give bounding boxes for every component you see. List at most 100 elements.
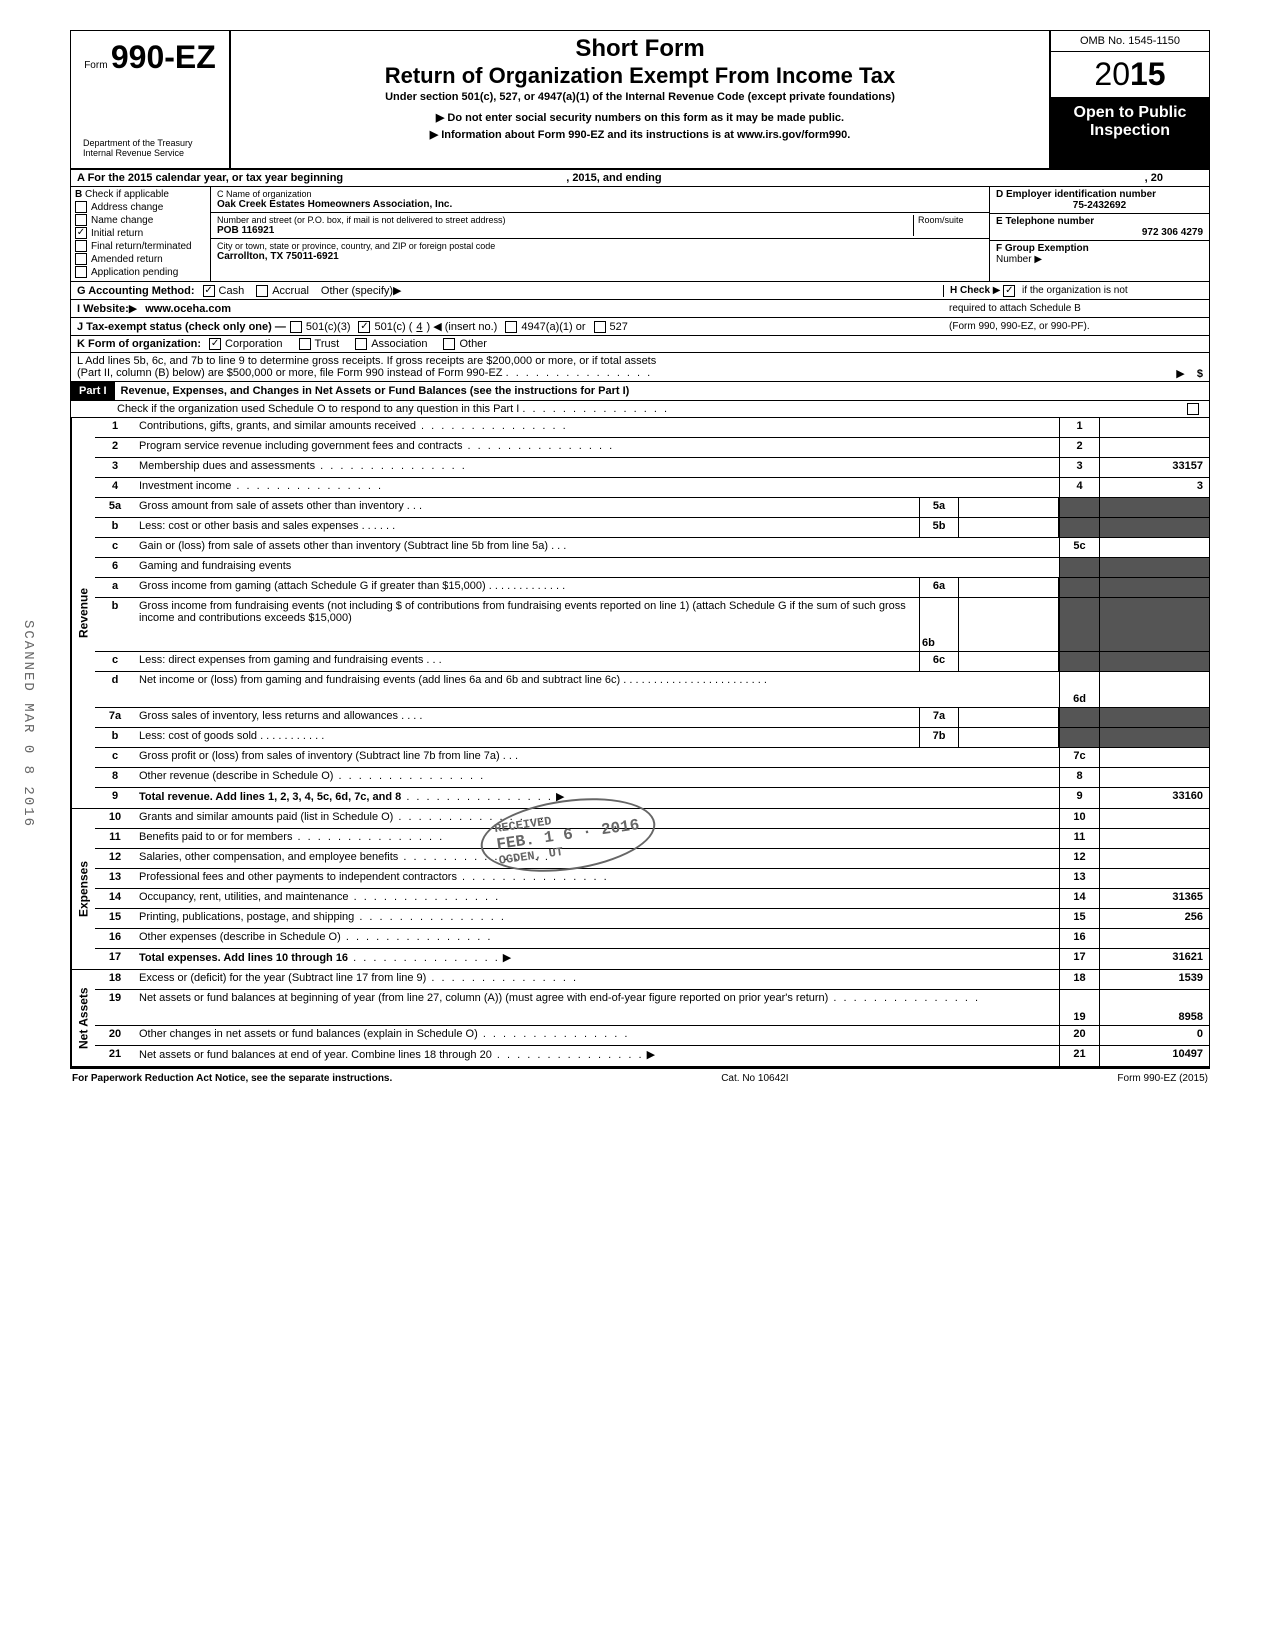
line-12-val: [1099, 849, 1209, 868]
l-text1: L Add lines 5b, 6c, and 7b to line 9 to …: [77, 355, 1203, 367]
h-text: if the organization is not: [1022, 285, 1128, 296]
line-19-num: 19: [95, 990, 135, 1025]
final-return-label: Final return/terminated: [91, 241, 192, 252]
line-5c-text: Gain or (loss) from sale of assets other…: [139, 540, 548, 552]
row-a-year: , 20: [1145, 172, 1163, 184]
line-7c-text: Gross profit or (loss) from sales of inv…: [139, 750, 500, 762]
checkbox-schedule-o[interactable]: [1187, 403, 1199, 415]
checkbox-cash[interactable]: ✓: [203, 285, 215, 297]
checkbox-trust[interactable]: [299, 338, 311, 350]
row-l: L Add lines 5b, 6c, and 7b to line 9 to …: [71, 353, 1209, 382]
i-label: I Website:: [77, 303, 129, 315]
checkbox-pending[interactable]: [75, 266, 87, 278]
line-20-box: 20: [1059, 1026, 1099, 1045]
checkbox-amended[interactable]: [75, 253, 87, 265]
cash-label: Cash: [219, 285, 245, 297]
info-link: Information about Form 990-EZ and its in…: [243, 128, 1037, 141]
part-i-badge: Part I: [71, 382, 115, 400]
line-10-text: Grants and similar amounts paid (list in…: [139, 811, 393, 823]
part-i-header-row: Part I Revenue, Expenses, and Changes in…: [71, 382, 1209, 401]
h-text3: (Form 990, 990-EZ, or 990-PF).: [949, 321, 1090, 332]
line-12-num: 12: [95, 849, 135, 868]
line-7b-text: Less: cost of goods sold: [139, 730, 257, 742]
line-5b-num: b: [95, 518, 135, 537]
line-6b-midval: [959, 598, 1059, 651]
line-1-num: 1: [95, 418, 135, 437]
line-17-text: Total expenses. Add lines 10 through 16: [139, 952, 348, 964]
line-19-box: 19: [1059, 990, 1099, 1025]
line-20-val: 0: [1099, 1026, 1209, 1045]
line-18-box: 18: [1059, 970, 1099, 989]
line-6a-num: a: [95, 578, 135, 597]
line-3-num: 3: [95, 458, 135, 477]
line-21-val: 10497: [1099, 1046, 1209, 1066]
line-6b-shadeval: [1099, 598, 1209, 651]
open-public-line2: Inspection: [1057, 122, 1203, 140]
g-label: G Accounting Method:: [77, 285, 195, 297]
line-11-box: 11: [1059, 829, 1099, 848]
checkbox-assoc[interactable]: [355, 338, 367, 350]
initial-return-label: Initial return: [91, 228, 143, 239]
line-18-text: Excess or (deficit) for the year (Subtra…: [139, 972, 426, 984]
name-change-label: Name change: [91, 215, 153, 226]
revenue-lines: 1Contributions, gifts, grants, and simil…: [95, 418, 1209, 808]
netassets-section: Net Assets 18Excess or (deficit) for the…: [71, 970, 1209, 1068]
checkbox-corp[interactable]: ✓: [209, 338, 221, 350]
line-13-text: Professional fees and other payments to …: [139, 871, 457, 883]
year-bold: 15: [1130, 56, 1166, 92]
line-12-box: 12: [1059, 849, 1099, 868]
open-public-line1: Open to Public: [1057, 104, 1203, 122]
checkbox-addr[interactable]: [75, 201, 87, 213]
line-14-text: Occupancy, rent, utilities, and maintena…: [139, 891, 349, 903]
checkbox-initial[interactable]: ✓: [75, 227, 87, 239]
527-label: 527: [610, 321, 628, 333]
phone-value: 972 306 4279: [996, 227, 1203, 238]
addr-change-label: Address change: [91, 202, 163, 213]
line-16-num: 16: [95, 929, 135, 948]
checkbox-name[interactable]: [75, 214, 87, 226]
room-label: Room/suite: [918, 215, 983, 225]
line-7b-shadeval: [1099, 728, 1209, 747]
line-7a-midval: [959, 708, 1059, 727]
header-right: OMB No. 1545-1150 2015 Open to Public In…: [1049, 31, 1209, 168]
checkbox-final[interactable]: [75, 240, 87, 252]
line-6-num: 6: [95, 558, 135, 577]
checkbox-other-org[interactable]: [443, 338, 455, 350]
line-6d-text: Net income or (loss) from gaming and fun…: [139, 674, 620, 686]
501c3-label: 501(c)(3): [306, 321, 351, 333]
line-4-text: Investment income: [139, 480, 231, 492]
h-label: H Check: [950, 285, 990, 296]
row-j: J Tax-exempt status (check only one) — 5…: [71, 318, 1209, 336]
checkbox-501c3[interactable]: [290, 321, 302, 333]
under-section: Under section 501(c), 527, or 4947(a)(1)…: [243, 91, 1037, 103]
org-name-value: Oak Creek Estates Homeowners Association…: [217, 199, 983, 210]
line-7a-mid: 7a: [919, 708, 959, 727]
checkbox-501c[interactable]: ✓: [358, 321, 370, 333]
line-7a-num: 7a: [95, 708, 135, 727]
line-9-val: 33160: [1099, 788, 1209, 808]
line-14-box: 14: [1059, 889, 1099, 908]
line-16-text: Other expenses (describe in Schedule O): [139, 931, 341, 943]
netassets-lines: 18 Excess or (deficit) for the year (Subt…: [95, 970, 1209, 1066]
checkbox-4947[interactable]: [505, 321, 517, 333]
row-a-ending: , 2015, and ending: [566, 172, 661, 184]
line-5a-mid: 5a: [919, 498, 959, 517]
checkbox-h[interactable]: ✓: [1003, 285, 1015, 297]
line-6d-num: d: [95, 672, 135, 707]
l-text2: (Part II, column (B) below) are $500,000…: [77, 367, 503, 379]
number-label: Number: [996, 254, 1032, 265]
dept-treasury: Department of the Treasury: [83, 138, 217, 148]
assoc-label: Association: [371, 338, 427, 350]
checkbox-accrual[interactable]: [256, 285, 268, 297]
line-20-num: 20: [95, 1026, 135, 1045]
header-center: Short Form Return of Organization Exempt…: [231, 31, 1049, 168]
line-5c-val: [1099, 538, 1209, 557]
part-i-check-text: Check if the organization used Schedule …: [117, 403, 519, 415]
line-4-val: 3: [1099, 478, 1209, 497]
paperwork-notice: For Paperwork Reduction Act Notice, see …: [72, 1073, 392, 1084]
line-4-num: 4: [95, 478, 135, 497]
line-2-num: 2: [95, 438, 135, 457]
row-a-label: A For the 2015 calendar year, or tax yea…: [77, 172, 343, 184]
line-11-val: [1099, 829, 1209, 848]
checkbox-527[interactable]: [594, 321, 606, 333]
